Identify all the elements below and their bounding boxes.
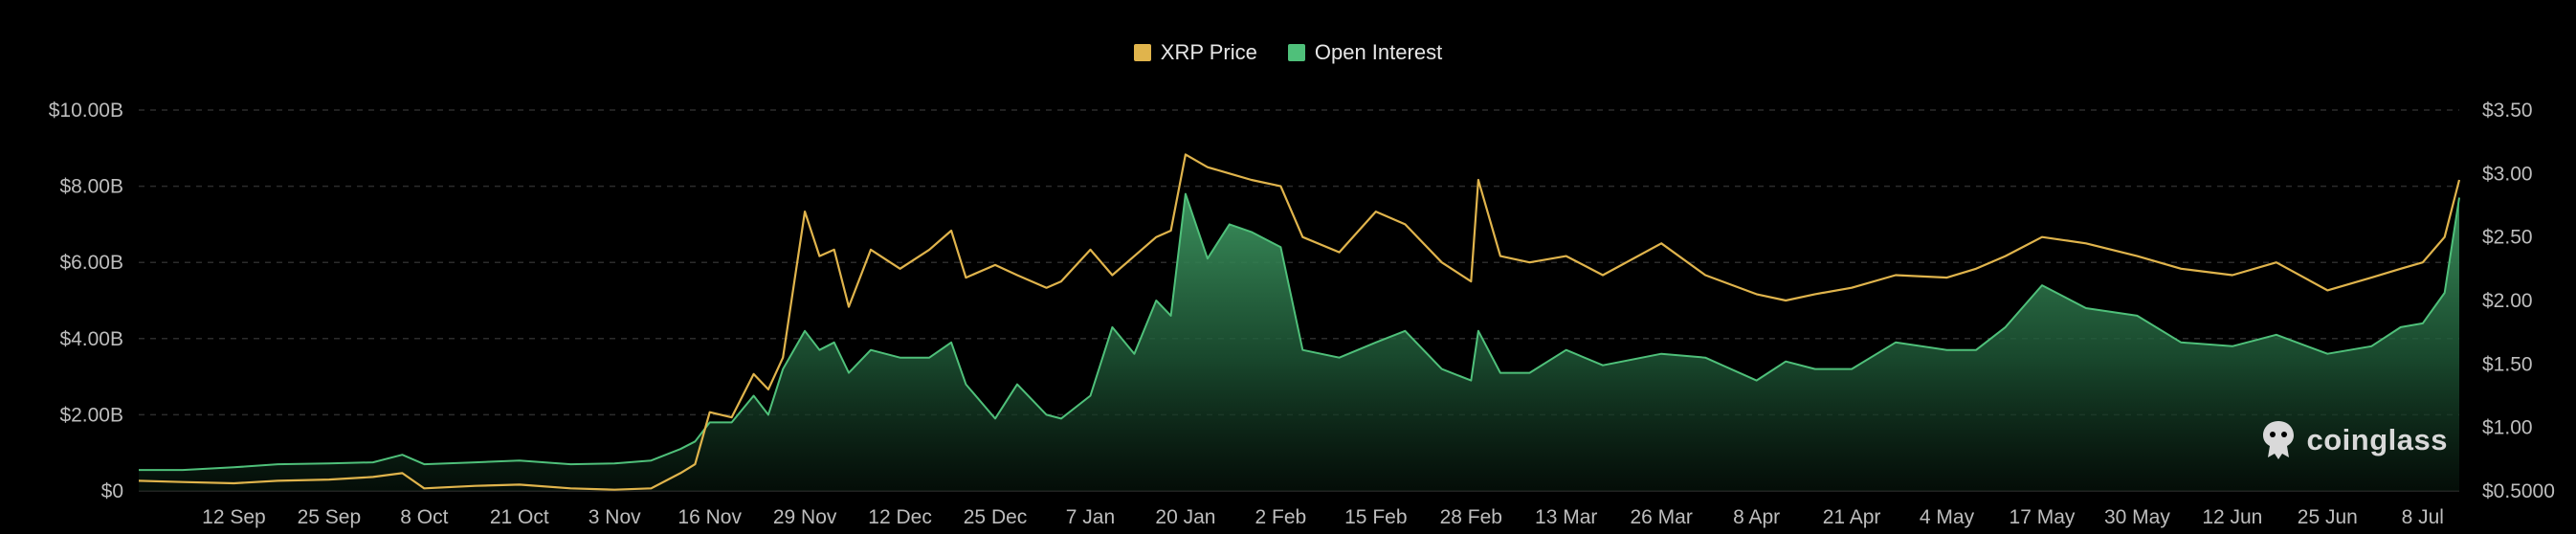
x-tick-label: 21 Oct (490, 506, 549, 528)
y-left-tick-label: $8.00B (59, 176, 123, 198)
coinglass-watermark: coinglass (2259, 419, 2449, 461)
coinglass-logo-icon (2262, 421, 2294, 459)
legend-swatch-xrp-price (1133, 44, 1151, 61)
x-tick-label: 12 Dec (868, 506, 932, 528)
x-tick-label: 13 Mar (1535, 506, 1597, 528)
y-left-tick-label: $4.00B (59, 328, 123, 350)
y-right-tick-label: $0.5000 (2482, 480, 2555, 502)
x-tick-label: 25 Sep (298, 506, 362, 528)
x-tick-label: 29 Nov (773, 506, 837, 528)
legend-item-xrp-price[interactable]: XRP Price (1133, 40, 1257, 65)
xrp-price-layer (138, 153, 2461, 491)
y-right-tick-label: $2.00 (2482, 290, 2533, 312)
y-left-tick-label: $0 (101, 480, 123, 502)
x-tick-label: 8 Jul (2402, 506, 2444, 528)
x-tick-label: 28 Feb (1440, 506, 1502, 528)
open-interest-area (139, 193, 2459, 491)
y-axis-left: $0 $2.00B $4.00B $6.00B $8.00B $10.00B (49, 100, 123, 502)
legend-label-xrp-price: XRP Price (1160, 40, 1257, 64)
x-tick-label: 12 Jun (2202, 506, 2262, 528)
x-tick-label: 4 May (1920, 506, 1975, 528)
x-tick-label: 3 Nov (588, 506, 641, 528)
x-tick-label: 2 Feb (1255, 506, 1307, 528)
x-tick-label: 16 Nov (677, 506, 742, 528)
x-tick-label: 8 Apr (1733, 506, 1780, 528)
x-tick-label: 26 Mar (1630, 506, 1692, 528)
y-right-tick-label: $1.50 (2482, 353, 2533, 375)
y-right-tick-label: $3.00 (2482, 163, 2533, 185)
chart-legend: XRP Price Open Interest (0, 40, 2576, 65)
y-left-tick-label: $6.00B (59, 252, 123, 274)
x-tick-label: 25 Jun (2298, 506, 2358, 528)
y-right-tick-label: $2.50 (2482, 227, 2533, 249)
legend-swatch-open-interest (1287, 44, 1305, 61)
x-tick-label: 7 Jan (1066, 506, 1115, 528)
y-left-tick-label: $2.00B (59, 404, 123, 426)
legend-item-open-interest[interactable]: Open Interest (1287, 40, 1443, 65)
y-axis-right: $0.5000 $1.00 $1.50 $2.00 $2.50 $3.00 $3.50 (2482, 100, 2555, 502)
x-axis: 12 Sep 25 Sep 8 Oct 21 Oct 3 Nov 16 Nov 29 Nov… (202, 506, 2444, 528)
x-tick-label: 12 Sep (202, 506, 266, 528)
brand-name: coinglass (2306, 423, 2448, 456)
x-tick-label: 17 May (2010, 506, 2076, 528)
y-right-tick-label: $3.50 (2482, 100, 2533, 122)
xrp-price-line (138, 153, 2461, 491)
x-tick-label: 8 Oct (400, 506, 448, 528)
x-tick-label: 21 Apr (1823, 506, 1881, 528)
y-left-tick-label: $10.00B (49, 100, 123, 122)
x-tick-label: 15 Feb (1344, 506, 1407, 528)
legend-label-open-interest: Open Interest (1314, 40, 1443, 64)
open-interest-line (139, 192, 2460, 472)
open-interest-layer (139, 192, 2460, 491)
y-right-tick-label: $1.00 (2482, 417, 2533, 439)
x-tick-label: 30 May (2104, 506, 2170, 528)
x-tick-label: 25 Dec (964, 506, 1028, 528)
x-tick-label: 20 Jan (1155, 506, 1215, 528)
